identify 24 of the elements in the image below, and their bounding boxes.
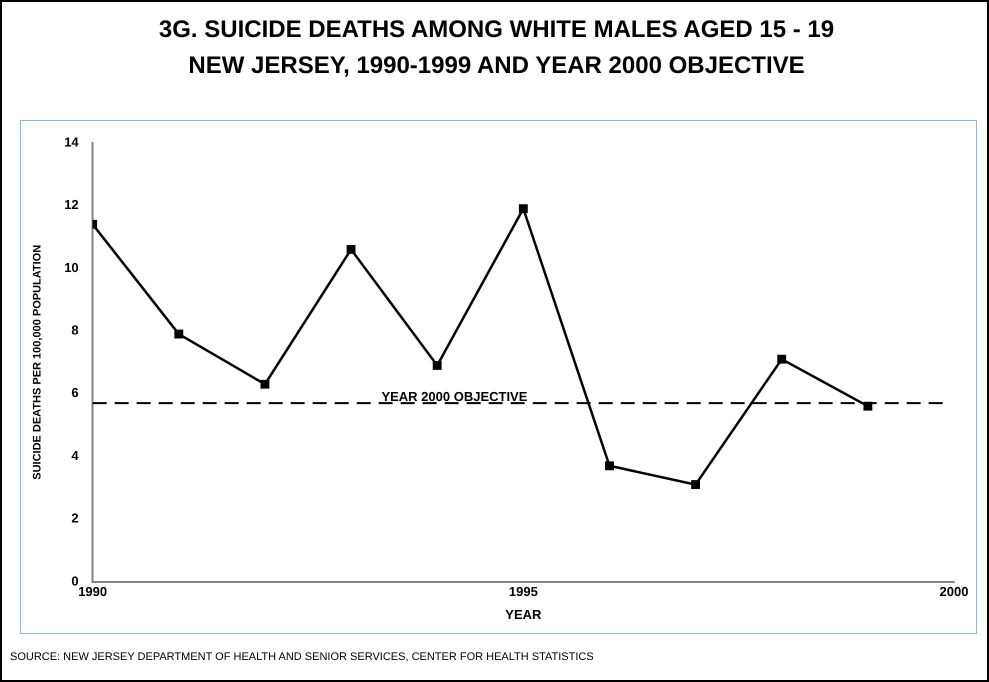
point [518,204,528,214]
y-tick-label: 14 [64,134,80,150]
source-note: SOURCE: NEW JERSEY DEPARTMENT OF HEALTH AND SENIOR SERVICES, CENTER FOR HEALTH STATISTICS [10,651,594,663]
point [691,480,700,490]
y-tick-label: 8 [71,322,79,338]
y-axis-title: SUICIDE DEATHS PER 100,000 POPULATION [32,244,44,480]
x-tick-label: 2000 [940,584,968,600]
ref-line-label: YEAR 2000 OBJECTIVE [381,389,528,404]
y-tick-label: 6 [71,385,79,400]
point [346,244,356,254]
chart-title: 3G. SUICIDE DEATHS AMONG WHITE MALES AGED 15 - 19 NEW JERSEY, 1990-1999 AND YEAR 2000 OBJECTIVE [158,15,836,81]
point [260,380,270,389]
x-tick-label: 1990 [78,584,108,600]
point [777,354,786,364]
y-tick-label: 12 [64,197,79,212]
point [432,361,442,370]
y-tick-label: 4 [71,448,80,463]
y-tick-label: 10 [64,260,79,275]
x-axis-title: YEAR [505,606,542,622]
y-tick-label: 0 [71,573,79,588]
point [605,461,614,470]
point [174,330,184,339]
y-tick-label: 2 [71,510,79,526]
x-tick-label: 1995 [508,584,538,600]
